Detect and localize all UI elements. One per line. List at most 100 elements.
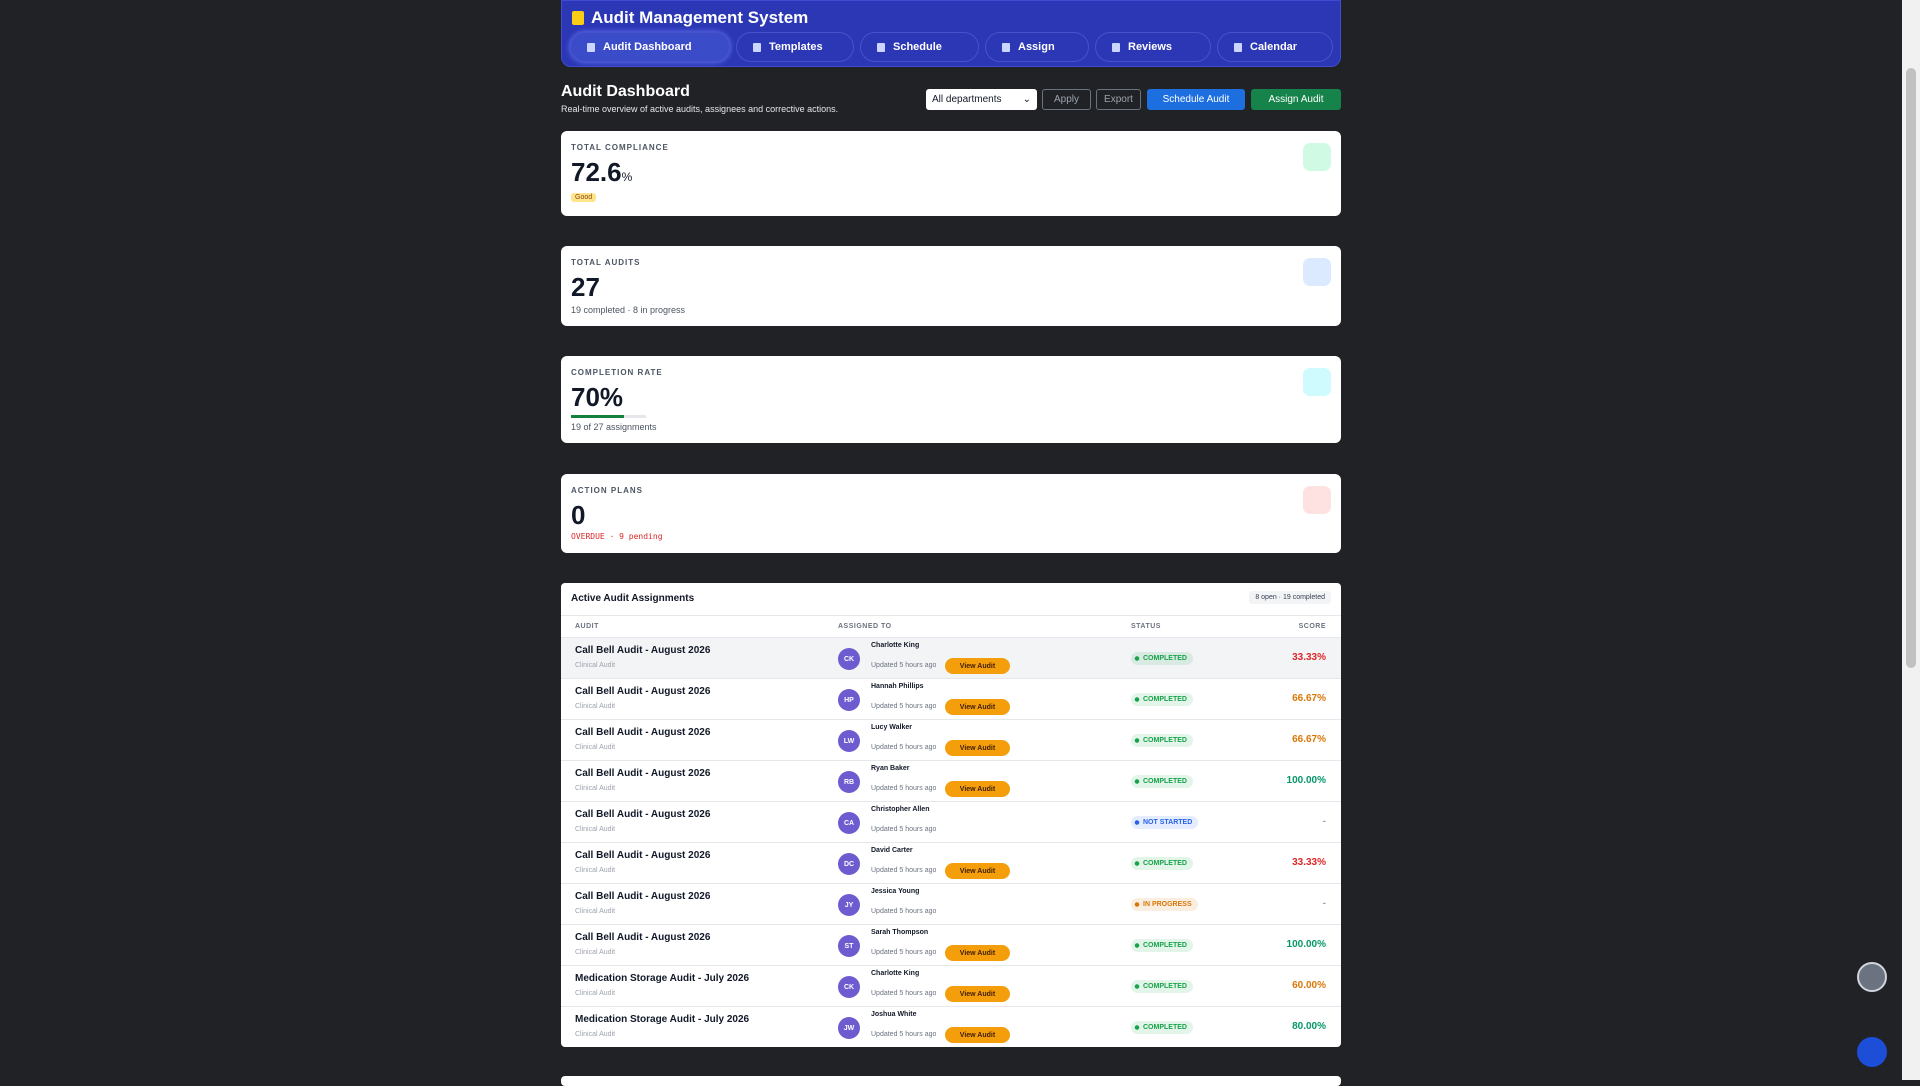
tab-label: Audit Dashboard	[603, 41, 692, 53]
assignee-name: Joshua White	[871, 1011, 917, 1018]
view-audit-button[interactable]: View Audit	[945, 781, 1010, 797]
progress-track	[571, 415, 646, 418]
status-badge: COMPLETED	[1131, 734, 1193, 747]
audit-category: Clinical Audit	[575, 949, 616, 956]
view-audit-button[interactable]: View Audit	[945, 986, 1010, 1002]
nav-tab[interactable]: Templates	[736, 32, 854, 62]
view-audit-button[interactable]: View Audit	[945, 699, 1010, 715]
card-label: ACTION PLANS	[571, 486, 643, 495]
audit-title: Call Bell Audit - August 2026	[575, 645, 711, 656]
export-text: Export	[1104, 94, 1133, 105]
audit-category: Clinical Audit	[575, 703, 616, 710]
score: 100.00%	[1286, 939, 1326, 950]
schedule-text: Schedule Audit	[1162, 94, 1230, 105]
column-header: SCORE	[1298, 623, 1326, 630]
updated-time: Updated 5 hours ago	[871, 990, 937, 997]
audit-category: Clinical Audit	[575, 826, 616, 833]
progress-bar	[571, 415, 624, 418]
table-title: Active Audit Assignments	[571, 593, 695, 604]
avatar: CK	[838, 976, 860, 998]
nav-tab[interactable]: Reviews	[1095, 32, 1211, 62]
logo	[572, 11, 584, 25]
avatar: ST	[838, 935, 860, 957]
department-select[interactable]: All departments ⌄	[926, 89, 1037, 110]
view-audit-button[interactable]: View Audit	[945, 945, 1010, 961]
scroll-thumb[interactable]	[1906, 68, 1916, 668]
card-icon	[1303, 258, 1331, 286]
app-title: Audit Management System	[591, 8, 809, 27]
chevron: ⌄	[1022, 94, 1031, 105]
updated-time: Updated 5 hours ago	[871, 785, 937, 792]
audit-title: Call Bell Audit - August 2026	[575, 850, 711, 861]
nav-tab[interactable]: Calendar	[1217, 32, 1333, 62]
assignee-name: Lucy Walker	[871, 724, 912, 731]
updated-time: Updated 5 hours ago	[871, 826, 937, 833]
home-button[interactable]	[1857, 962, 1887, 992]
scrollbar[interactable]	[1902, 0, 1920, 1080]
assignments-table: Active Audit Assignments 8 open · 19 com…	[561, 583, 1341, 1047]
tab-label: Reviews	[1128, 41, 1173, 53]
card-label: TOTAL AUDITS	[571, 258, 641, 267]
updated-time: Updated 5 hours ago	[871, 744, 937, 751]
table-row: Call Bell Audit - August 2026 Clinical Au…	[561, 637, 1341, 678]
schedule-button[interactable]: Schedule Audit	[1147, 89, 1245, 110]
audit-category: Clinical Audit	[575, 908, 616, 915]
status-badge: COMPLETED	[1131, 939, 1193, 952]
audit-title: Call Bell Audit - August 2026	[575, 932, 711, 943]
view-audit-button[interactable]: View Audit	[945, 658, 1010, 674]
view-audit-button[interactable]: View Audit	[945, 740, 1010, 756]
tab-label: Schedule	[893, 41, 942, 53]
nav-tab[interactable]: Schedule	[860, 32, 979, 62]
apply-button[interactable]: Apply	[1042, 89, 1091, 110]
back-button[interactable]	[1857, 1037, 1887, 1067]
tab-icon	[877, 42, 885, 52]
assignee-name: Hannah Phillips	[871, 683, 924, 690]
tab-icon	[1234, 42, 1242, 52]
score: 66.67%	[1292, 734, 1326, 745]
score: 66.67%	[1292, 693, 1326, 704]
table-row: Call Bell Audit - August 2026 Clinical Au…	[561, 924, 1341, 965]
table-row: Call Bell Audit - August 2026 Clinical Au…	[561, 678, 1341, 719]
updated-time: Updated 5 hours ago	[871, 1031, 937, 1038]
column-header: STATUS	[1131, 623, 1161, 630]
assignee-name: David Carter	[871, 847, 913, 854]
tab-icon	[1112, 42, 1120, 52]
export-button[interactable]: Export	[1096, 89, 1141, 110]
nav-tab[interactable]: Assign	[985, 32, 1089, 62]
tab-icon	[753, 42, 761, 52]
updated-time: Updated 5 hours ago	[871, 949, 937, 956]
tab-label: Assign	[1018, 41, 1055, 53]
card-value: 27	[571, 272, 600, 302]
audit-title: Call Bell Audit - August 2026	[575, 891, 711, 902]
status-badge: NOT STARTED	[1131, 816, 1199, 829]
assign-button[interactable]: Assign Audit	[1251, 89, 1341, 110]
column-headers: AUDIT ASSIGNED TO STATUS SCORE	[561, 615, 1341, 637]
audit-category: Clinical Audit	[575, 662, 616, 669]
table-row: Medication Storage Audit - July 2026 Clin…	[561, 1006, 1341, 1047]
card-value: 70%	[571, 382, 624, 412]
audit-title: Call Bell Audit - August 2026	[575, 809, 711, 820]
view-audit-button[interactable]: View Audit	[945, 863, 1010, 879]
audit-title: Call Bell Audit - August 2026	[575, 686, 711, 697]
tab-label: Calendar	[1250, 41, 1298, 53]
updated-time: Updated 5 hours ago	[871, 867, 937, 874]
value-text: 72.6	[571, 157, 622, 187]
avatar: CA	[838, 812, 860, 834]
status-badge: COMPLETED	[1131, 775, 1193, 788]
status-badge: COMPLETED	[1131, 1021, 1193, 1034]
audit-title: Medication Storage Audit - July 2026	[575, 973, 750, 984]
assignee-name: Sarah Thompson	[871, 929, 929, 936]
view-audit-button[interactable]: View Audit	[945, 1027, 1010, 1043]
assignee-name: Ryan Baker	[871, 765, 910, 772]
status-badge: COMPLETED	[1131, 857, 1193, 870]
compliance-card: TOTAL COMPLIANCE 72.6% Good	[561, 131, 1341, 216]
column-header: AUDIT	[575, 623, 599, 630]
card-icon	[1303, 486, 1331, 514]
nav-tab[interactable]: Audit Dashboard	[570, 32, 730, 62]
avatar: HP	[838, 689, 860, 711]
page-title: Audit Dashboard	[561, 83, 690, 100]
table-row: Medication Storage Audit - July 2026 Clin…	[561, 965, 1341, 1006]
audit-title: Call Bell Audit - August 2026	[575, 768, 711, 779]
audit-category: Clinical Audit	[575, 744, 616, 751]
